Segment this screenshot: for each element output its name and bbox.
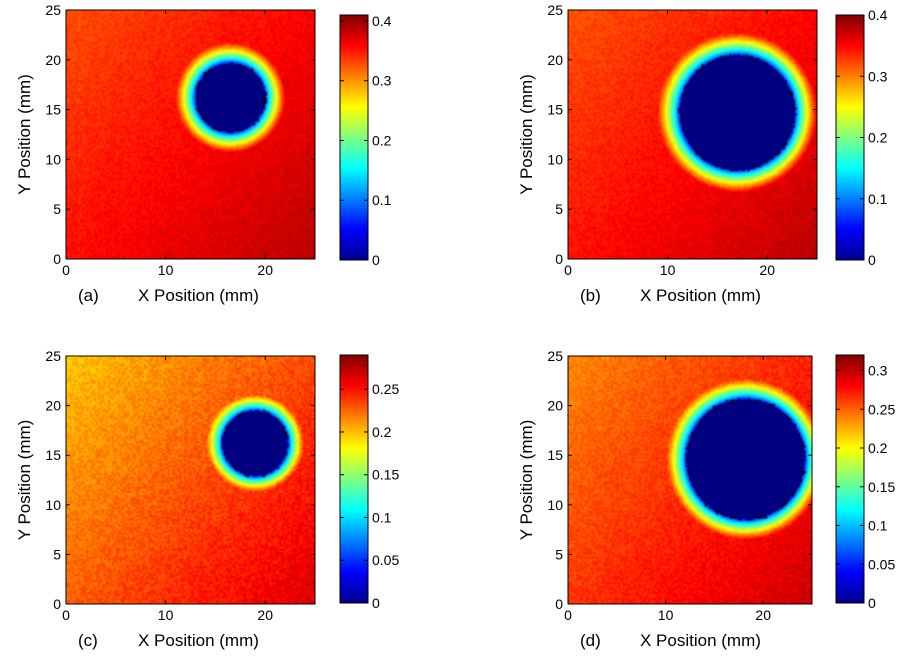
y-tick-label: 10 [547, 151, 563, 167]
colorbar-tick-label: 0.2 [868, 440, 888, 456]
colorbar-tick-label: 0 [372, 595, 380, 611]
colorbar-tick-label: 0.2 [868, 130, 888, 146]
colorbar [339, 354, 369, 604]
y-tick-label: 15 [547, 102, 563, 118]
x-tick-label: 10 [660, 262, 676, 278]
y-tick-label: 10 [547, 497, 563, 513]
colorbar-tick-label: 0.3 [868, 363, 888, 379]
colorbar-tick-label: 0.3 [372, 73, 392, 89]
colorbar-tick-label: 0.15 [372, 467, 399, 483]
heatmap-panel-3: 0 10 20 0 5 10 15 20 25 X Position (mm) (c) Y Posit… [15, 348, 399, 650]
y-tick-label: 20 [547, 398, 563, 414]
colorbar [835, 354, 865, 604]
y-tick-label: 10 [45, 151, 61, 167]
heatmap-image [568, 10, 817, 259]
y-tick-label: 0 [53, 251, 61, 267]
colorbar [339, 14, 369, 261]
y-axis-label: Y Position (mm) [517, 74, 536, 195]
colorbar-tick-label: 0 [372, 252, 380, 268]
y-tick-label: 15 [45, 102, 61, 118]
x-tick-label: 20 [257, 262, 273, 278]
plot-frame [567, 9, 818, 260]
colorbar-tick-label: 0.1 [372, 509, 392, 525]
panel-label: (a) [78, 286, 99, 305]
x-tick-label: 0 [62, 607, 70, 623]
y-tick-label: 5 [53, 201, 61, 217]
y-axis-label: Y Position (mm) [15, 74, 34, 195]
colorbar-tick-label: 0.2 [372, 424, 392, 440]
y-tick-label: 25 [547, 2, 563, 18]
y-tick-label: 5 [555, 546, 563, 562]
y-tick-label: 0 [555, 251, 563, 267]
y-tick-label: 20 [547, 52, 563, 68]
x-axis-label: X Position (mm) [138, 631, 259, 650]
colorbar-tick-label: 0.15 [868, 479, 895, 495]
colorbar-tick-label: 0.4 [372, 13, 392, 29]
colorbar-tick-label: 0.1 [868, 518, 888, 534]
x-tick-label: 10 [658, 607, 674, 623]
x-tick-label: 0 [564, 607, 572, 623]
x-tick-label: 10 [158, 607, 174, 623]
colorbar-tick-label: 0.05 [868, 556, 895, 572]
colorbar-tick-label: 0.2 [372, 132, 392, 148]
colorbar-tick-label: 0 [868, 252, 876, 268]
y-tick-label: 25 [45, 348, 61, 364]
panel-label: (c) [78, 631, 98, 650]
x-axis-label: X Position (mm) [138, 286, 259, 305]
plot-frame [65, 9, 316, 260]
heatmap-image [66, 10, 315, 259]
heatmap-panel-1: 0 10 20 0 5 10 15 20 25 X Position (mm) (a) Y Posit… [15, 2, 392, 305]
heatmap-image [568, 356, 812, 604]
y-tick-label: 25 [45, 2, 61, 18]
heatmap-panel-4: 0 10 20 0 5 10 15 20 25 X Position (mm) (d) Y Posit… [517, 348, 895, 650]
colorbar-tick-label: 0.4 [868, 7, 888, 23]
x-tick-label: 0 [564, 262, 572, 278]
colorbar-tick-label: 0.3 [868, 68, 888, 84]
y-tick-label: 25 [547, 348, 563, 364]
x-tick-label: 10 [158, 262, 174, 278]
y-tick-label: 5 [555, 201, 563, 217]
y-tick-label: 20 [45, 398, 61, 414]
heatmap-panel-2: 0 10 20 0 5 10 15 20 25 X Position (mm) (b) Y Posit… [517, 2, 888, 305]
x-tick-label: 20 [759, 262, 775, 278]
x-tick-label: 0 [62, 262, 70, 278]
y-tick-label: 15 [547, 447, 563, 463]
y-tick-label: 15 [45, 447, 61, 463]
y-tick-label: 0 [555, 596, 563, 612]
colorbar-tick-label: 0 [868, 595, 876, 611]
heatmap-image [66, 356, 315, 604]
colorbar-tick-label: 0.25 [868, 401, 895, 417]
plot-frame [65, 355, 316, 605]
x-tick-label: 20 [257, 607, 273, 623]
panel-label: (b) [580, 286, 601, 305]
y-tick-label: 20 [45, 52, 61, 68]
y-axis-label: Y Position (mm) [15, 420, 34, 541]
colorbar-tick-label: 0.05 [372, 552, 399, 568]
colorbar-tick-label: 0.1 [372, 192, 392, 208]
y-tick-label: 5 [53, 546, 61, 562]
colorbar-tick-label: 0.1 [868, 191, 888, 207]
panel-label: (d) [580, 631, 601, 650]
colorbar [835, 14, 865, 261]
y-tick-label: 10 [45, 497, 61, 513]
colorbar-tick-label: 0.25 [372, 381, 399, 397]
y-tick-label: 0 [53, 596, 61, 612]
plot-frame [567, 355, 813, 605]
x-axis-label: X Position (mm) [640, 631, 761, 650]
x-axis-label: X Position (mm) [640, 286, 761, 305]
x-tick-label: 20 [755, 607, 771, 623]
y-axis-label: Y Position (mm) [517, 420, 536, 541]
